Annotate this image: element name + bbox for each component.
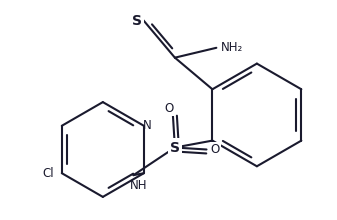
Text: NH₂: NH₂ — [221, 41, 243, 54]
Text: NH: NH — [130, 179, 147, 192]
Text: S: S — [170, 141, 180, 154]
Text: O: O — [211, 143, 220, 156]
Text: O: O — [164, 101, 174, 115]
Text: Cl: Cl — [42, 167, 54, 180]
Text: N: N — [143, 119, 151, 132]
Text: S: S — [132, 14, 142, 28]
